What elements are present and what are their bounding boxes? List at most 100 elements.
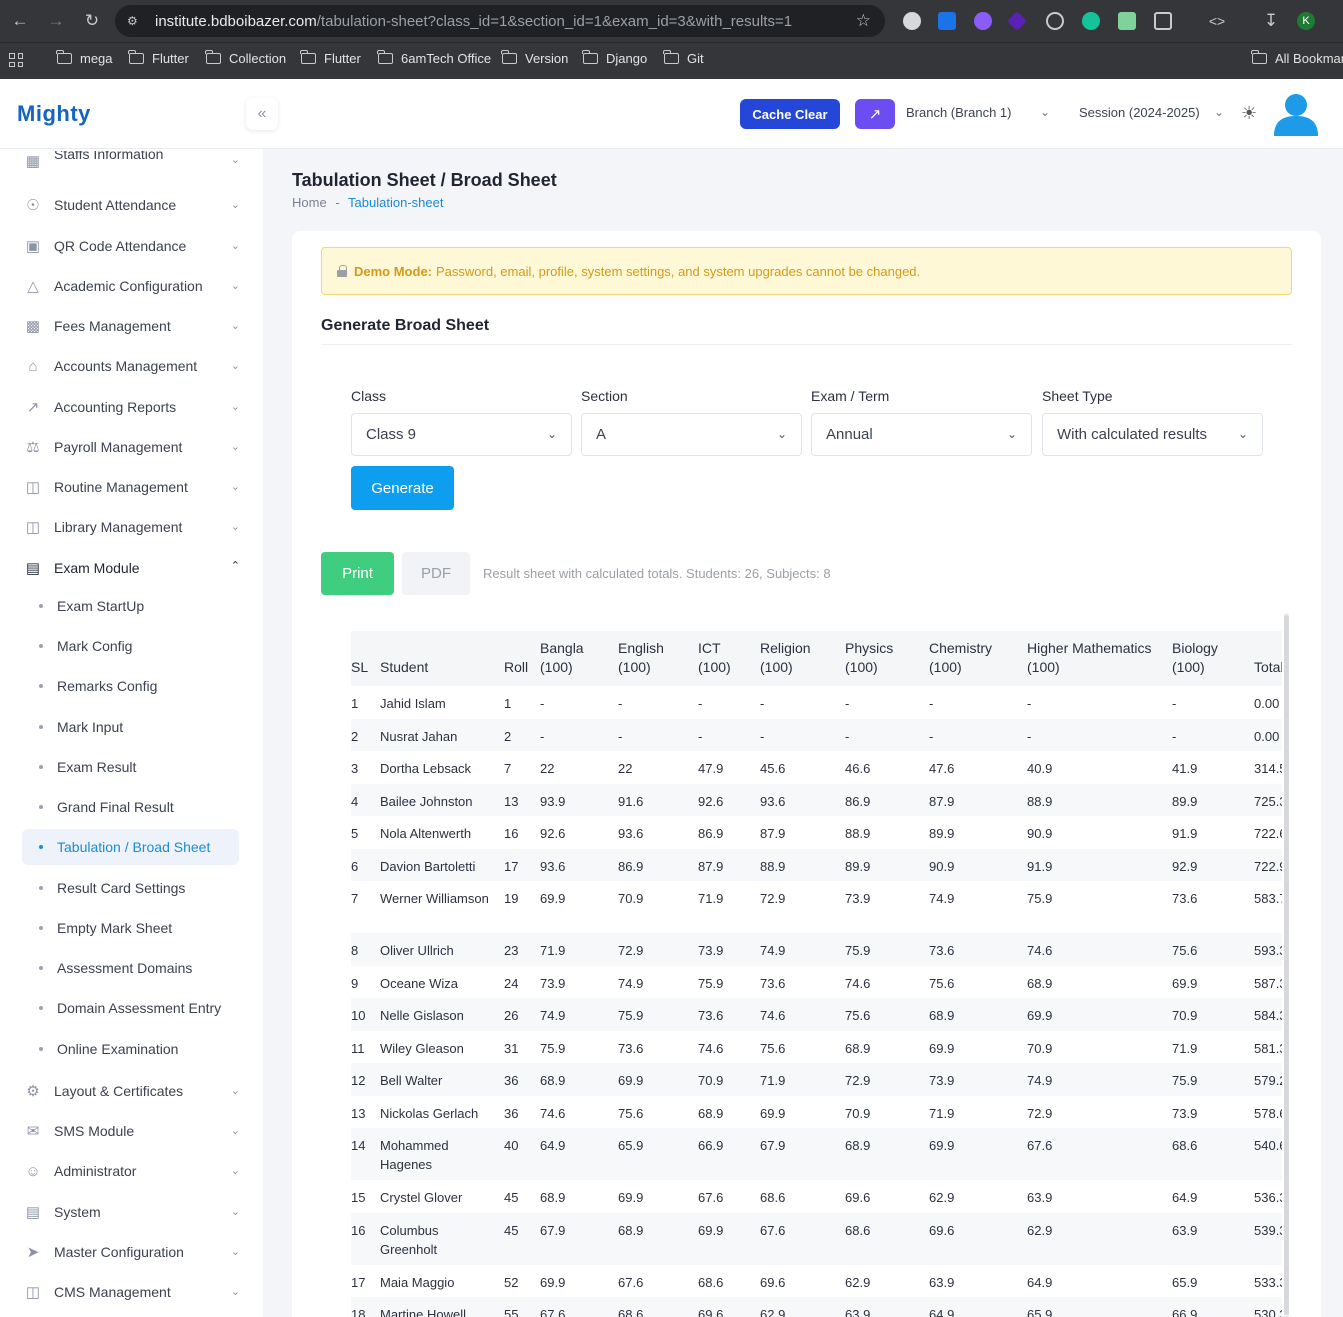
breadcrumb-home[interactable]: Home [292, 195, 327, 210]
sidebar-item-library[interactable]: ◫ Library Management ⌄ [22, 512, 242, 542]
bookmark-folder[interactable]: Flutter [128, 50, 189, 66]
bookmark-folder[interactable]: Git [663, 50, 704, 66]
table-cell: Bailee Johnston [380, 783, 504, 816]
sidebar-sub-result-card-settings[interactable]: Result Card Settings [22, 870, 239, 906]
extension-icon[interactable] [974, 12, 992, 30]
folder-icon [501, 50, 517, 64]
apps-grid-icon[interactable] [9, 53, 23, 67]
table-cell: 75.9 [1027, 891, 1053, 906]
table-cell: - [760, 718, 845, 751]
chevron-down-icon: ⌄ [230, 154, 240, 166]
bookmark-folder[interactable]: Collection [205, 50, 286, 66]
sidebar-sub-tabulation[interactable]: Tabulation / Broad Sheet [22, 829, 239, 865]
back-icon[interactable]: ← [11, 11, 29, 30]
chevron-down-icon[interactable]: ⌄ [1040, 105, 1051, 119]
cache-clear-button[interactable]: Cache Clear [740, 99, 840, 129]
table-cell: - [929, 718, 1027, 751]
table-cell: 19 [504, 891, 519, 906]
branch-selector[interactable]: Branch (Branch 1) [906, 105, 1012, 120]
table-cell: 72.9 [760, 891, 786, 906]
address-bar[interactable]: ⚙ institute.bdboibazer.com/tabulation-sh… [115, 5, 885, 37]
bookmark-folder[interactable]: Version [501, 50, 568, 66]
sidebar-item-system[interactable]: ▤ System ⌄ [22, 1197, 242, 1227]
sidebar-sub-exam-startup[interactable]: Exam StartUp [22, 588, 239, 624]
external-link-icon: ↗ [868, 106, 882, 123]
table-cell: 17 [351, 1274, 366, 1290]
bookmark-folder[interactable]: Django [582, 50, 647, 66]
sidebar-item-academic-config[interactable]: △ Academic Configuration ⌄ [22, 271, 242, 301]
sidebar-item-payroll[interactable]: ⚖ Payroll Management ⌄ [22, 432, 242, 462]
pdf-button[interactable]: PDF [402, 552, 470, 595]
col-header: Student [380, 631, 504, 686]
table-cell: 11 [351, 1040, 365, 1056]
table-cell: 69.9 [618, 1063, 698, 1096]
table-cell: 63.9 [929, 1274, 955, 1290]
chevron-down-icon[interactable]: ⌄ [1214, 105, 1225, 119]
extension-icon[interactable] [1007, 11, 1027, 31]
print-button[interactable]: Print [321, 552, 394, 595]
external-link-button[interactable]: ↗ [855, 99, 895, 129]
screenshot-icon[interactable] [1118, 12, 1136, 30]
sheet-type-select[interactable]: With calculated results ⌄ [1042, 413, 1263, 456]
sidebar-item-accounts[interactable]: ⌂ Accounts Management ⌄ [22, 351, 242, 381]
extension-icon[interactable] [903, 12, 921, 30]
table-cell: 581.3 [1254, 1040, 1282, 1056]
theme-toggle-sun-icon[interactable]: ☀ [1241, 103, 1258, 123]
extensions-puzzle-icon[interactable] [1154, 12, 1172, 30]
table-cell: 69.6 [845, 1190, 871, 1205]
section-select[interactable]: A ⌄ [581, 413, 802, 456]
sidebar-item-accounting-reports[interactable]: ↗ Accounting Reports ⌄ [22, 392, 242, 422]
session-selector[interactable]: Session (2024-2025) [1079, 105, 1200, 120]
payroll-icon: ⚖ [26, 439, 40, 456]
sidebar-item-routine[interactable]: ◫ Routine Management ⌄ [22, 472, 242, 502]
table-scrollbar-thumb[interactable] [1284, 615, 1289, 1315]
devtools-code-icon[interactable]: <> [1208, 13, 1226, 29]
extension-icon[interactable] [938, 12, 956, 30]
profile-avatar[interactable]: K [1297, 12, 1315, 30]
sidebar-item-administrator[interactable]: ☺ Administrator ⌄ [22, 1156, 242, 1186]
collapse-sidebar-button[interactable]: « [246, 98, 278, 130]
react-devtools-icon[interactable] [1046, 12, 1064, 30]
sidebar-sub-grand-final-result[interactable]: Grand Final Result [22, 789, 239, 825]
user-avatar[interactable] [1272, 92, 1320, 136]
all-bookmarks[interactable]: All Bookmarks [1251, 50, 1343, 66]
bookmark-star-icon[interactable]: ☆ [855, 11, 871, 30]
sidebar-item-fees[interactable]: ▩ Fees Management ⌄ [22, 311, 242, 341]
exam-term-select[interactable]: Annual ⌄ [811, 413, 1032, 456]
site-settings-icon[interactable]: ⚙ [127, 14, 138, 28]
forward-icon[interactable]: → [47, 11, 65, 30]
table-cell: 68.6 [760, 1190, 786, 1205]
sidebar-item-master-config[interactable]: ➤ Master Configuration ⌄ [22, 1237, 242, 1267]
generate-button[interactable]: Generate [351, 466, 454, 510]
sidebar-sub-domain-assessment-entry[interactable]: Domain Assessment Entry [22, 990, 239, 1026]
sidebar-sub-online-examination[interactable]: Online Examination [22, 1031, 239, 1067]
sidebar-sub-remarks-config[interactable]: Remarks Config [22, 668, 239, 704]
bookmark-folder[interactable]: mega [56, 50, 113, 66]
bookmark-folder[interactable]: 6amTech Office [377, 50, 491, 66]
bookmark-folder[interactable]: Flutter [300, 50, 361, 66]
chevron-down-icon: ⌄ [230, 1085, 240, 1097]
download-icon[interactable]: ↧ [1263, 11, 1279, 30]
sidebar-item-qr-attendance[interactable]: ▣ QR Code Attendance ⌄ [22, 231, 242, 261]
bullet-dot [39, 805, 43, 809]
sidebar-item-exam-module[interactable]: ▤ Exam Module ⌃ [22, 553, 242, 583]
sidebar-sub-empty-mark-sheet[interactable]: Empty Mark Sheet [22, 910, 239, 946]
app-logo[interactable]: Mighty [17, 101, 91, 126]
table-cell: 74.6 [760, 998, 845, 1031]
table-cell: 93.6 [760, 783, 845, 816]
sidebar-item-staffs[interactable]: ▦ Staffs Information ⌄ [22, 151, 242, 171]
sidebar-sub-mark-config[interactable]: Mark Config [22, 628, 239, 664]
sidebar-item-cms[interactable]: ◫ CMS Management ⌄ [22, 1277, 242, 1307]
table-cell: 69.9 [1172, 975, 1198, 991]
class-select[interactable]: Class 9 ⌄ [351, 413, 572, 456]
reload-icon[interactable]: ↻ [84, 11, 100, 30]
sidebar-item-student-attendance[interactable]: ☉ Student Attendance ⌄ [22, 190, 242, 220]
sidebar-sub-exam-result[interactable]: Exam Result [22, 749, 239, 785]
sidebar-sub-assessment-domains[interactable]: Assessment Domains [22, 950, 239, 986]
sidebar-item-sms[interactable]: ✉ SMS Module ⌄ [22, 1116, 242, 1146]
table-cell: Jahid Islam [380, 696, 446, 711]
sidebar-item-layout-certificates[interactable]: ⚙ Layout & Certificates ⌄ [22, 1076, 242, 1106]
breadcrumb-current[interactable]: Tabulation-sheet [348, 195, 444, 210]
grammarly-icon[interactable] [1082, 12, 1100, 30]
sidebar-sub-mark-input[interactable]: Mark Input [22, 709, 239, 745]
